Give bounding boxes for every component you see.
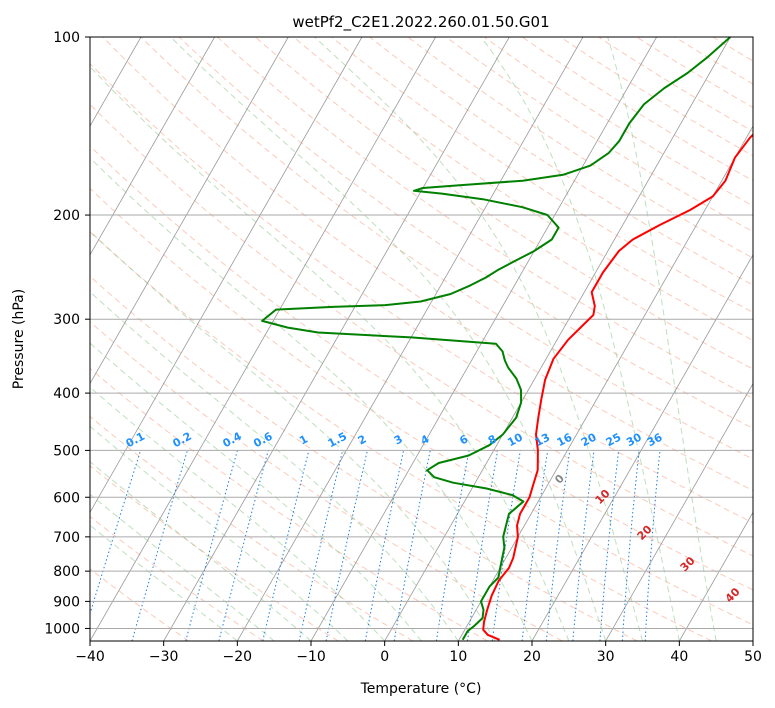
dry-adiabat: [216, 37, 753, 399]
mixing-ratio-line: [262, 450, 310, 641]
isotherm: [90, 37, 289, 385]
x-tick-label: −10: [296, 649, 326, 665]
moist-adiabat: [314, 37, 643, 641]
dry-adiabat: [407, 37, 753, 259]
moist-adiabat: [90, 461, 312, 641]
dry-adiabat: [331, 37, 753, 313]
isotherm: [384, 37, 731, 641]
y-axis-label: Pressure (hPa): [11, 289, 27, 389]
moist-adiabat: [90, 524, 238, 641]
y-tick-label: 400: [53, 386, 80, 402]
isotherm: [90, 37, 215, 256]
dry-adiabat: [90, 187, 753, 626]
dry-adiabat: [140, 37, 753, 460]
dewpoint-trace: [261, 37, 731, 641]
y-tick-label: 600: [53, 490, 80, 506]
dry-adiabat: [254, 37, 753, 370]
plot-frame: [89, 36, 754, 642]
dry-adiabat: [90, 515, 264, 641]
mixing-ratio-label: 30: [624, 430, 644, 449]
x-axis-label: Temperature (°C): [360, 681, 482, 697]
mixing-ratio-line: [491, 450, 521, 641]
moist-adiabat: [90, 425, 349, 641]
isotherm: [236, 37, 584, 641]
y-tick-label: 700: [53, 530, 80, 546]
dry-adiabat: [560, 37, 753, 157]
mixing-ratio-line: [521, 450, 549, 641]
mixing-ratio-line: [131, 450, 188, 641]
mixing-ratio-label: 13: [533, 431, 553, 450]
x-tick-label: −30: [149, 649, 179, 665]
mixing-ratio-line: [90, 450, 142, 616]
moist-adiabat: [480, 37, 680, 641]
x-tick-label: −40: [75, 649, 105, 665]
mixing-ratio-line: [218, 450, 269, 641]
isotherm: [531, 254, 753, 641]
isotherm: [605, 382, 753, 641]
chart-title: wetPf2_C2E1.2022.260.01.50.G01: [292, 13, 549, 32]
dry-adiabat: [90, 275, 638, 641]
y-tick-label: 200: [53, 208, 80, 224]
y-tick-label: 1000: [44, 621, 80, 637]
moist-adiabat: [90, 291, 459, 641]
moist-adiabat: [90, 342, 422, 641]
dry-adiabat: [90, 231, 712, 641]
isotherm: [457, 125, 753, 641]
dry-adiabat: [369, 37, 753, 286]
moist-adiabat: [607, 37, 717, 641]
moist-adiabat: [90, 157, 533, 641]
dry-adiabat: [483, 37, 753, 207]
dry-adiabat: [90, 367, 488, 641]
mixing-ratio-label: 25: [604, 431, 624, 450]
mixing-ratio-line: [435, 450, 470, 641]
x-tick-label: −20: [223, 649, 253, 665]
mixing-ratio-line: [364, 450, 405, 641]
mixing-ratio-label: 36: [645, 430, 665, 449]
mixing-ratio-label: 20: [579, 430, 599, 449]
moist-adiabat: [90, 493, 275, 641]
dry-adiabat: [90, 321, 563, 641]
x-tick-label: 0: [380, 649, 389, 665]
y-tick-label: 500: [53, 443, 80, 459]
isotherm: [90, 37, 363, 514]
isotherm: [678, 511, 753, 641]
dry-adiabat: [178, 37, 753, 429]
mixing-ratio-label: 10: [505, 430, 525, 449]
isotherm: [310, 37, 657, 641]
x-tick-label: 10: [449, 649, 467, 665]
isotherm: [163, 37, 510, 641]
dry-adiabat: [445, 37, 753, 233]
y-tick-label: 100: [53, 30, 80, 46]
dry-adiabat: [293, 37, 753, 341]
x-tick-label: 40: [670, 649, 688, 665]
dry-adiabat: [522, 37, 753, 182]
dry-adiabat: [90, 464, 339, 641]
x-tick-label: 30: [597, 649, 615, 665]
x-tick-label: 50: [744, 649, 762, 665]
mixing-ratio-line: [393, 450, 431, 641]
mixing-ratio-line: [185, 450, 238, 641]
moist-adiabat: [90, 66, 570, 641]
mixing-ratio-line: [298, 450, 344, 641]
x-tick-label: 20: [523, 649, 541, 665]
mixing-ratio-label: 16: [555, 430, 575, 449]
moist-adiabat: [90, 230, 496, 641]
temperature-trace: [482, 133, 753, 641]
y-tick-label: 900: [53, 594, 80, 610]
mixing-ratio-line: [467, 450, 499, 641]
isotherm: [90, 37, 436, 641]
moist-adiabat: [170, 37, 607, 641]
y-tick-label: 300: [53, 312, 80, 328]
mixing-ratio-line: [325, 450, 368, 641]
y-tick-label: 800: [53, 564, 80, 580]
moist-adiabat: [90, 386, 386, 641]
